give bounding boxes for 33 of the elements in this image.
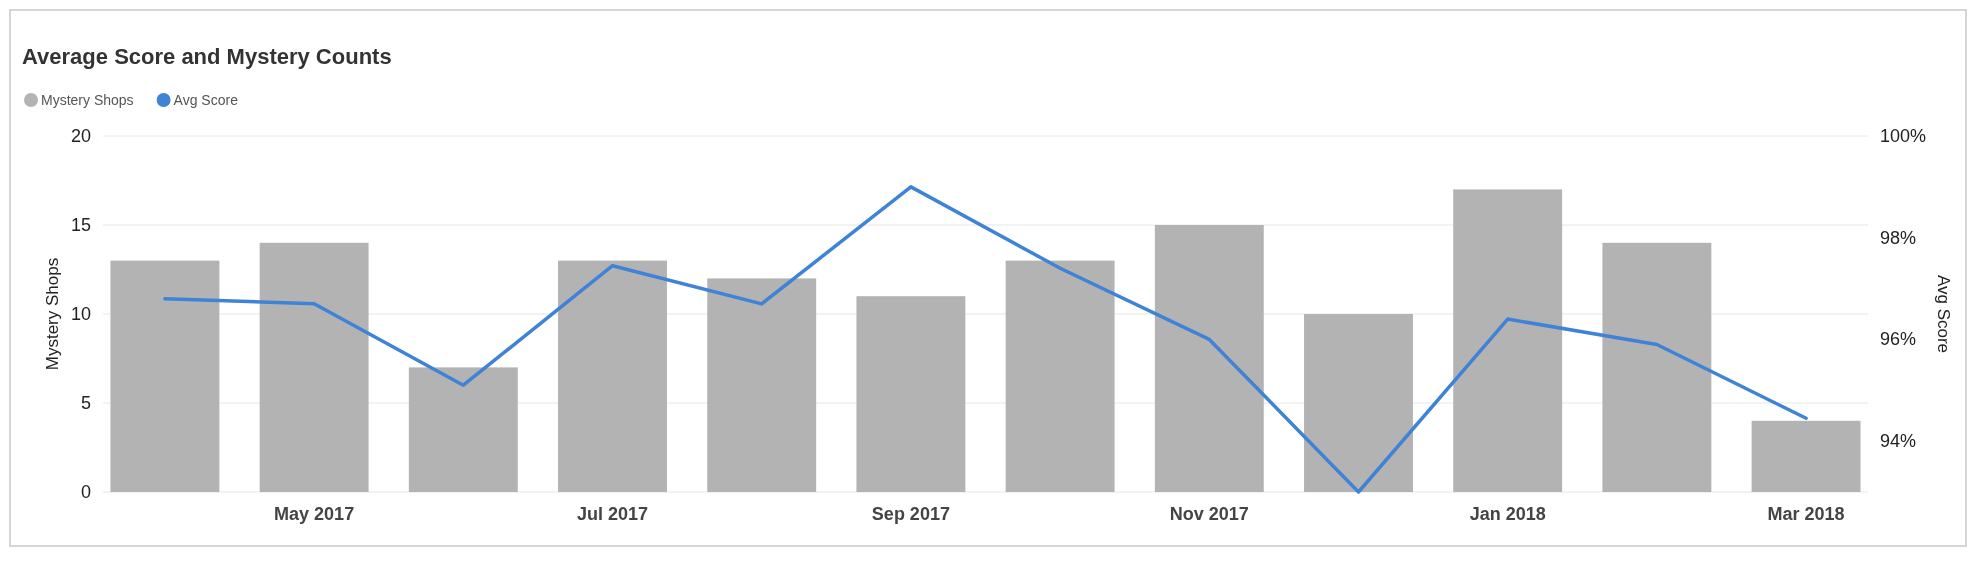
y-tick-label: 10	[70, 304, 91, 324]
y-axis-title: Mystery Shops	[43, 257, 62, 371]
y-tick-label: 15	[70, 215, 91, 235]
y2-tick-label: 94%	[1880, 431, 1917, 452]
bar	[1304, 314, 1413, 492]
bar	[707, 278, 817, 492]
y-tick-label: 5	[80, 393, 91, 413]
x-tick-label: Mar 2018	[1767, 504, 1845, 524]
x-tick-label: Nov 2017	[1169, 504, 1249, 524]
bar	[259, 242, 369, 492]
legend-label: Mystery Shops	[41, 92, 134, 108]
y2-tick-label: 96%	[1880, 329, 1917, 350]
x-tick-label: May 2017	[274, 504, 355, 524]
x-tick-label: Sep 2017	[871, 504, 950, 524]
legend-label: Avg Score	[173, 92, 239, 108]
bar	[1005, 260, 1115, 492]
y-tick-label: 20	[70, 126, 91, 146]
y2-tick-label: 98%	[1880, 227, 1917, 248]
chart-title: Average Score and Mystery Counts	[22, 44, 392, 69]
x-tick-label: Jan 2018	[1469, 504, 1546, 524]
bar	[856, 296, 966, 492]
line-series	[163, 185, 1808, 494]
bar	[1751, 420, 1861, 492]
bar	[558, 260, 667, 492]
y2-axis-title: Avg Score	[1934, 274, 1953, 354]
bar	[1453, 189, 1563, 492]
bar	[1154, 225, 1264, 492]
bar	[1602, 242, 1712, 492]
y-tick-label: 0	[80, 482, 91, 502]
bar	[110, 260, 220, 492]
y2-tick-label: 100%	[1880, 126, 1927, 146]
bar	[408, 367, 518, 492]
x-tick-label: Jul 2017	[576, 504, 649, 524]
